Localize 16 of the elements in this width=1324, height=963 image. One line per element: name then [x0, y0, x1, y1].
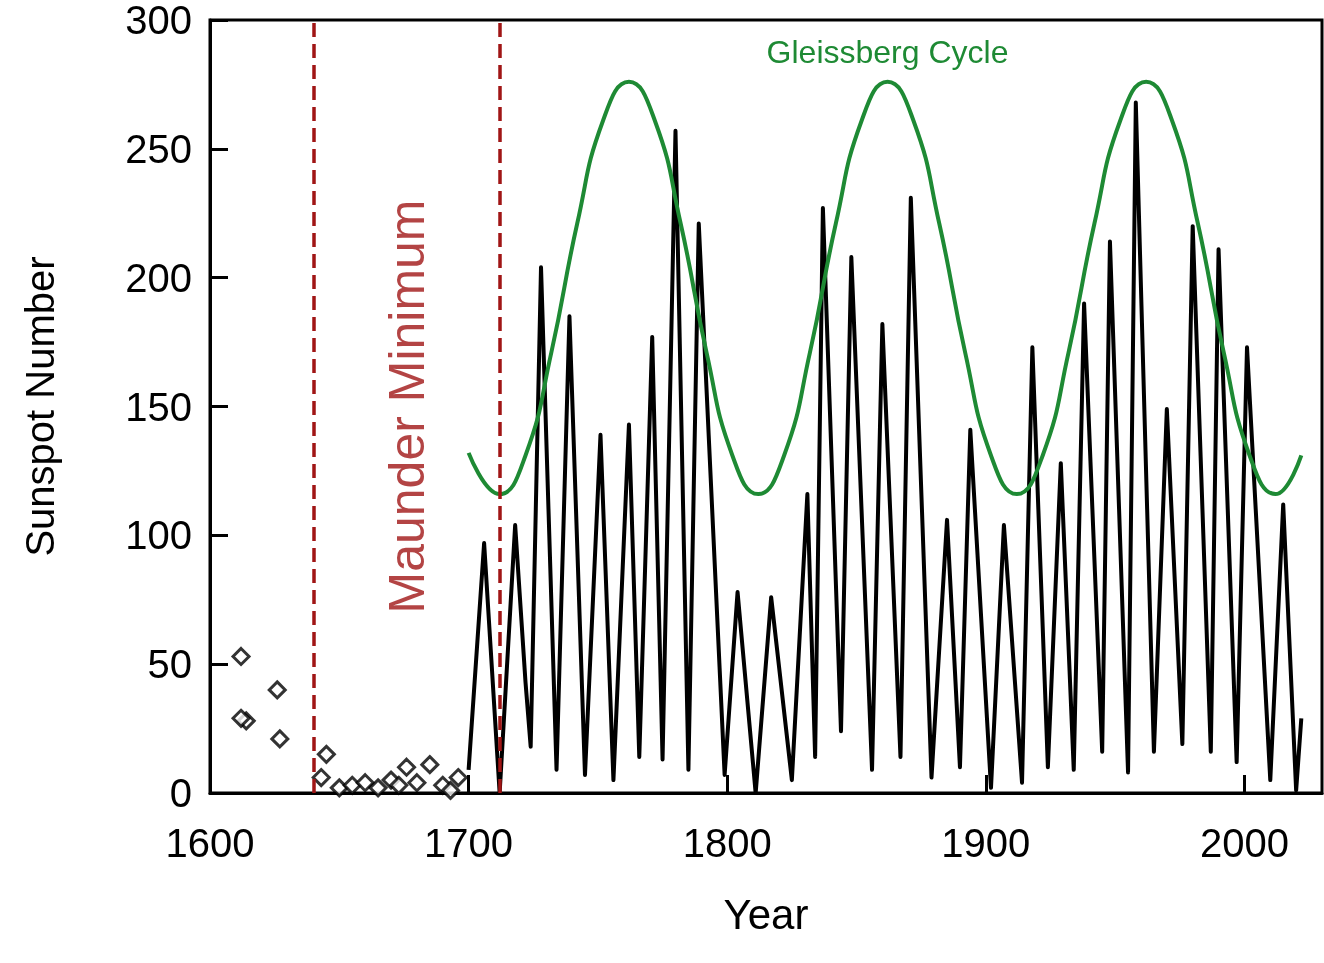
x-tick-label: 2000 [1199, 821, 1289, 865]
x-tick-label: 1800 [682, 821, 772, 865]
series-label: Gleissberg Cycle [766, 33, 1009, 70]
y-tick-label: 250 [125, 126, 192, 171]
y-axis-title: Sunspot Number [18, 256, 62, 557]
y-tick-label: 0 [169, 771, 192, 815]
x-tick-label: 1700 [424, 821, 514, 865]
y-tick-label: 50 [147, 642, 192, 687]
annotation: Maunder Minimum [378, 199, 435, 614]
y-tick-label: 100 [125, 513, 192, 558]
y-tick-label: 150 [125, 384, 192, 429]
y-tick-label: 300 [125, 0, 192, 42]
x-axis-title: Year [723, 890, 809, 938]
x-tick-label: 1600 [165, 821, 255, 865]
x-tick-label: 1900 [941, 821, 1031, 865]
y-tick-label: 200 [125, 255, 192, 300]
